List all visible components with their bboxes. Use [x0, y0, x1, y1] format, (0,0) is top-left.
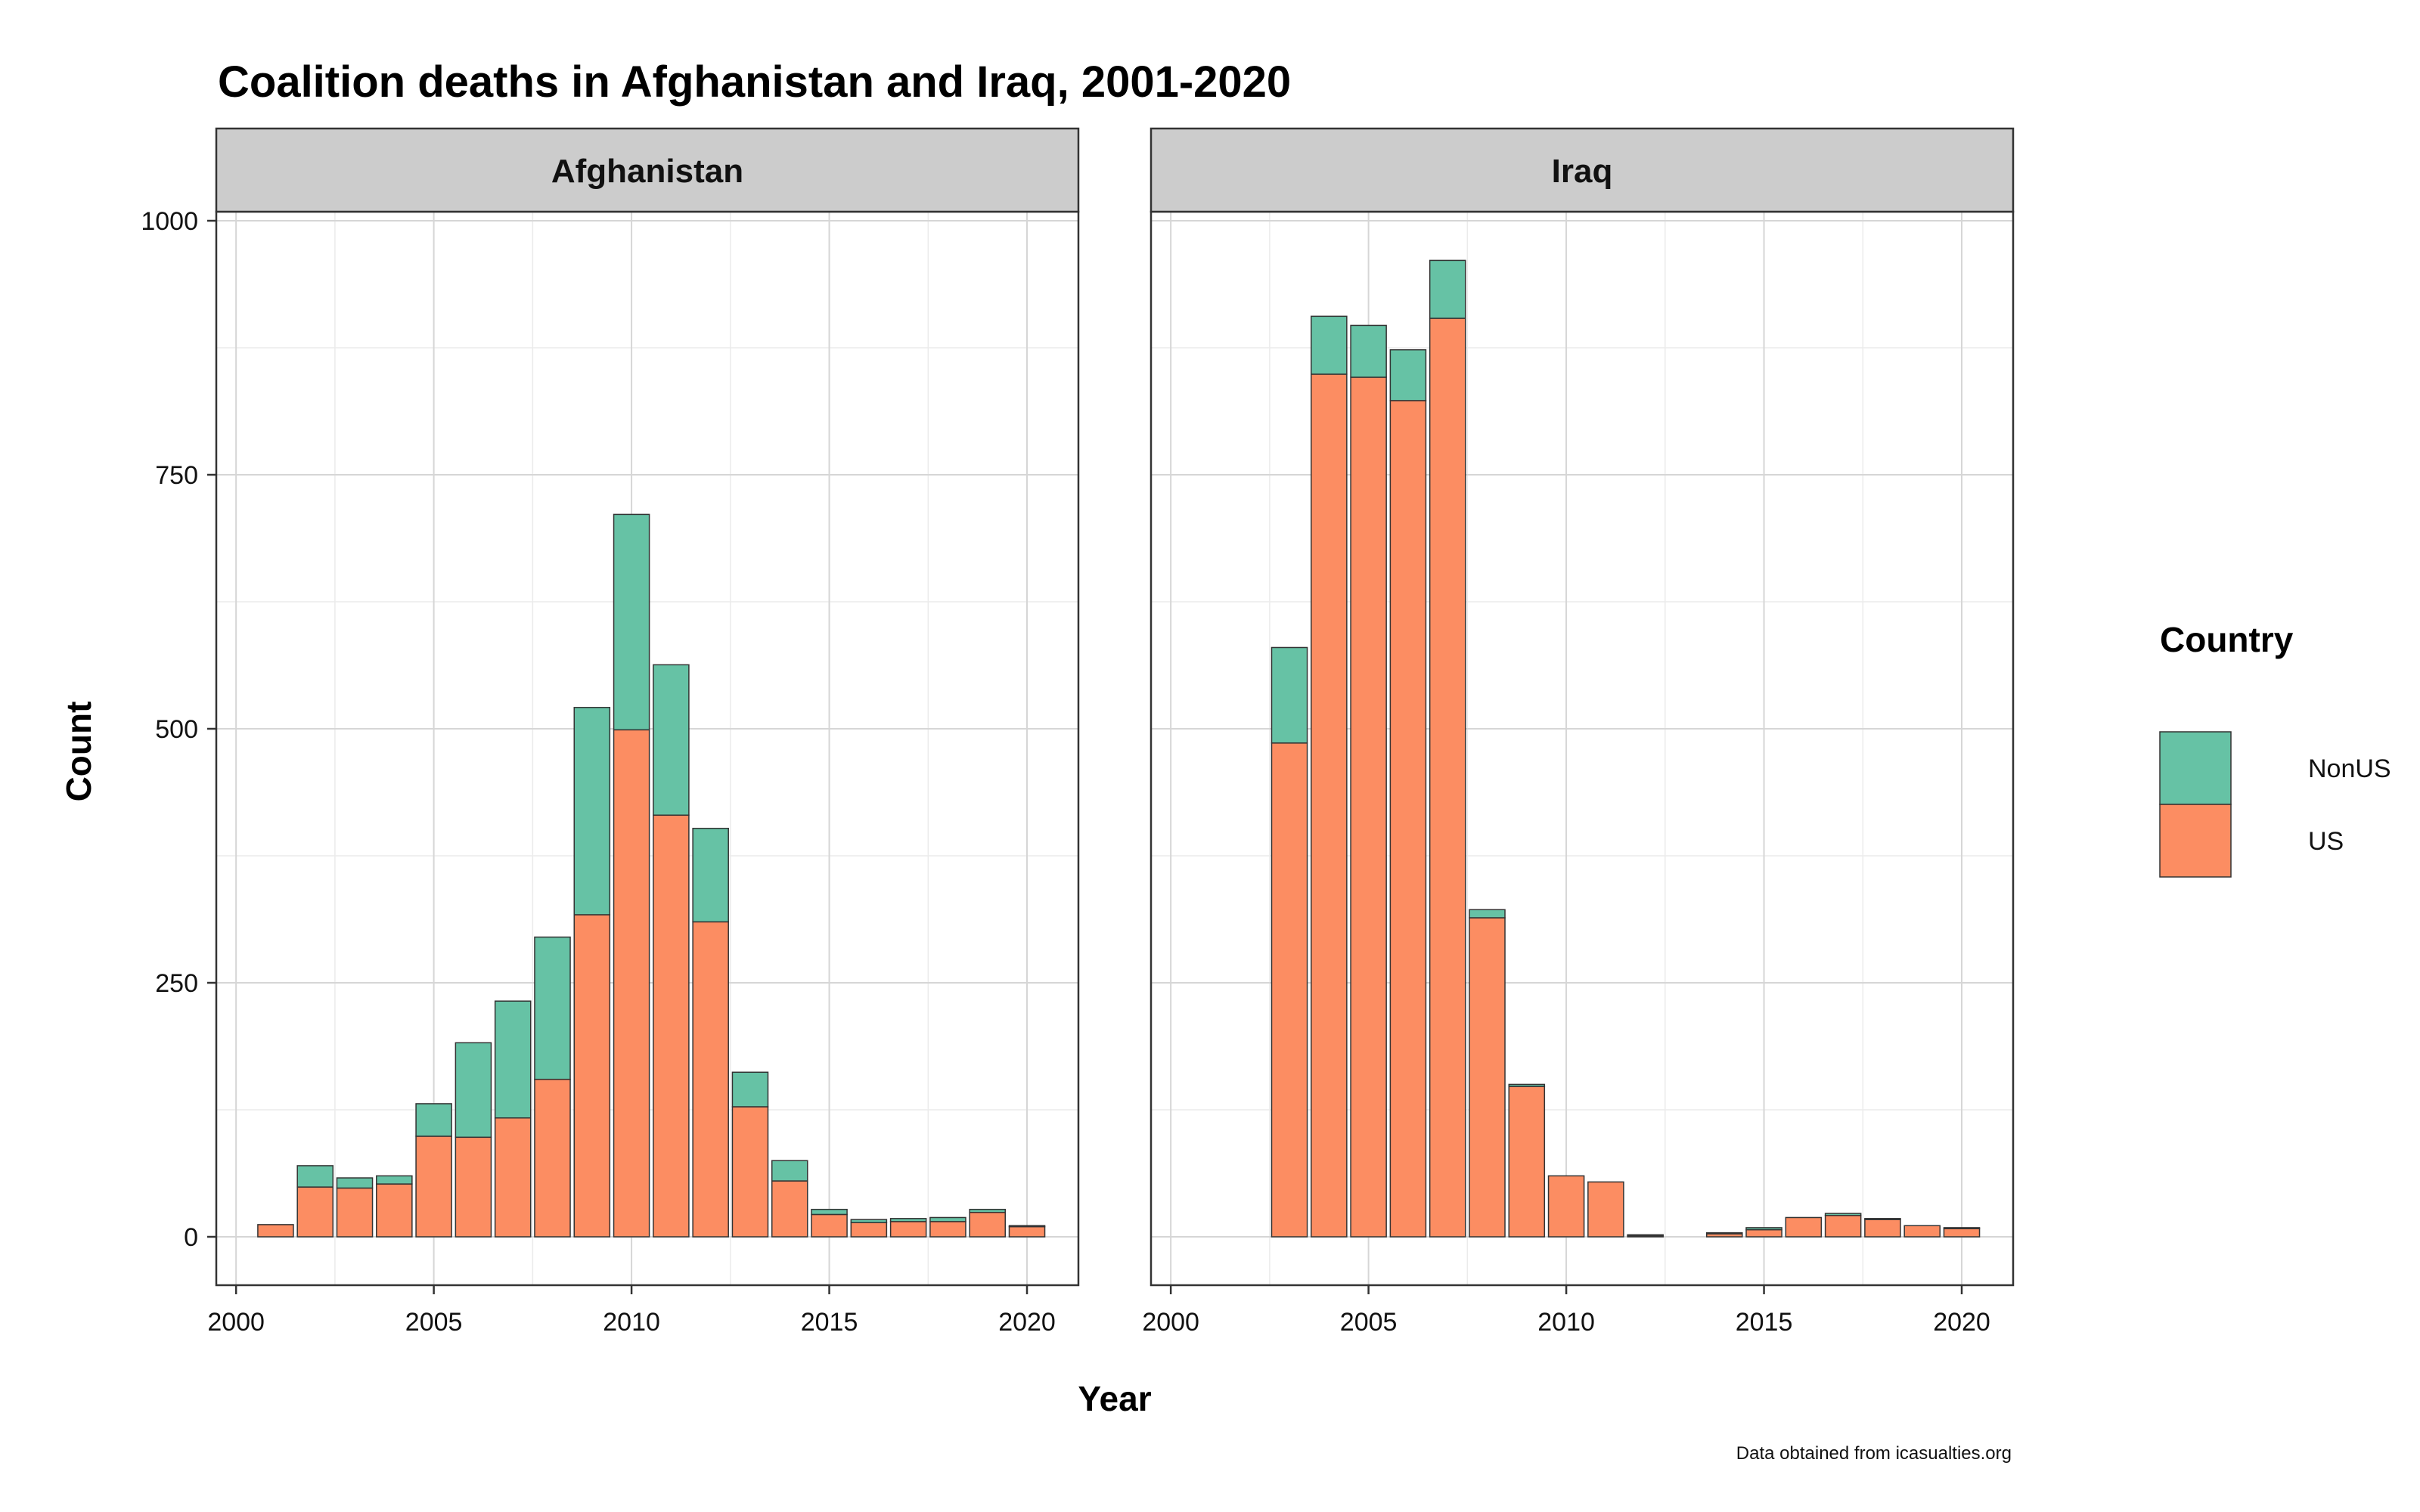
bar-nonus-iraq-2009	[1508, 1083, 1546, 1087]
bar-nonus-afghanistan-2014	[771, 1160, 808, 1182]
x-tick-label: 2010	[603, 1308, 660, 1337]
bar-us-iraq-2020	[1943, 1228, 1981, 1238]
bar-us-afghanistan-2005	[415, 1136, 452, 1238]
bar-nonus-afghanistan-2012	[692, 827, 729, 923]
facet-strip	[215, 127, 1080, 213]
bar-us-afghanistan-2018	[929, 1221, 966, 1238]
bar-nonus-iraq-2004	[1311, 315, 1348, 375]
bar-us-iraq-2003	[1270, 742, 1308, 1238]
bar-nonus-iraq-2003	[1270, 646, 1308, 744]
x-tick-label: 2020	[1933, 1308, 1990, 1337]
bar-us-iraq-2011	[1587, 1181, 1624, 1238]
x-axis-title: Year	[1078, 1379, 1151, 1418]
bar-us-afghanistan-2001	[257, 1224, 294, 1238]
bar-us-afghanistan-2008	[534, 1078, 571, 1238]
bar-us-afghanistan-2002	[296, 1186, 334, 1238]
y-tick-label: 250	[155, 969, 198, 998]
legend-title: Country	[2160, 620, 2294, 659]
legend-label-nonus: NonUS	[2308, 754, 2391, 783]
facet-strip	[1150, 127, 2015, 213]
bar-nonus-afghanistan-2015	[811, 1208, 848, 1216]
bar-us-afghanistan-2015	[811, 1213, 848, 1238]
y-axis-title: Count	[59, 702, 98, 802]
bar-nonus-iraq-2005	[1350, 324, 1387, 378]
bar-nonus-afghanistan-2006	[455, 1042, 492, 1139]
bar-us-iraq-2006	[1389, 400, 1427, 1238]
bar-nonus-iraq-2015	[1745, 1227, 1782, 1231]
bar-nonus-afghanistan-2003	[336, 1177, 374, 1189]
facet-strip-label: Afghanistan	[551, 153, 743, 190]
bar-us-afghanistan-2012	[692, 921, 729, 1238]
bar-us-iraq-2008	[1469, 917, 1506, 1238]
bar-us-afghanistan-2016	[850, 1222, 888, 1238]
bar-nonus-afghanistan-2019	[969, 1208, 1007, 1213]
bar-us-afghanistan-2007	[494, 1117, 532, 1238]
bar-nonus-afghanistan-2009	[573, 707, 611, 916]
x-tick-label: 2005	[405, 1308, 463, 1337]
bar-us-iraq-2009	[1508, 1086, 1546, 1238]
bar-us-iraq-2007	[1429, 318, 1466, 1238]
x-tick-label: 2015	[801, 1308, 858, 1337]
bar-nonus-afghanistan-2016	[850, 1219, 888, 1223]
bar-nonus-afghanistan-2010	[613, 513, 650, 731]
chart-caption: Data obtained from icasualties.org	[1736, 1443, 2012, 1464]
bar-nonus-afghanistan-2011	[653, 664, 690, 816]
y-tick-label: 0	[184, 1223, 198, 1252]
bar-us-iraq-2018	[1864, 1219, 1901, 1238]
x-tick-label: 2000	[207, 1308, 265, 1337]
facet-panel-iraq: Iraq 2000 2005 2010 2015 2020	[1142, 127, 2015, 1337]
bar-nonus-afghanistan-2008	[534, 936, 571, 1080]
bar-nonus-iraq-2008	[1469, 909, 1506, 919]
bar-us-iraq-2016	[1785, 1216, 1823, 1238]
bar-nonus-iraq-2014	[1705, 1232, 1743, 1235]
bar-us-iraq-2005	[1350, 376, 1387, 1238]
bar-us-afghanistan-2019	[969, 1211, 1007, 1238]
bar-nonus-iraq-2017	[1824, 1213, 1862, 1216]
legend-key-nonus	[2159, 731, 2232, 805]
bar-us-afghanistan-2009	[573, 914, 611, 1238]
facet-strip-label: Iraq	[1552, 153, 1613, 190]
bar-nonus-iraq-2007	[1429, 259, 1466, 319]
facet-panels: Afghanistan 2000 2005 2010 2015 2020 0 250 500 75…	[141, 127, 2015, 1337]
y-tick-label: 1000	[141, 207, 198, 236]
bar-us-iraq-2010	[1547, 1175, 1585, 1238]
bar-us-afghanistan-2020	[1008, 1225, 1046, 1238]
bar-us-afghanistan-2010	[613, 729, 650, 1238]
bar-nonus-afghanistan-2020	[1008, 1225, 1046, 1228]
x-tick-label: 2005	[1340, 1308, 1398, 1337]
bar-nonus-iraq-2006	[1389, 349, 1427, 401]
bar-us-afghanistan-2013	[731, 1106, 769, 1238]
bar-nonus-afghanistan-2018	[929, 1216, 966, 1222]
legend-keys: NonUS US	[2159, 731, 2391, 878]
bar-nonus-afghanistan-2002	[296, 1165, 334, 1188]
legend-label-us: US	[2308, 827, 2344, 856]
bar-us-afghanistan-2003	[336, 1187, 374, 1238]
legend: Country NonUS US	[2159, 620, 2391, 878]
bar-us-afghanistan-2017	[889, 1221, 927, 1238]
chart-title: Coalition deaths in Afghanistan and Iraq…	[218, 57, 1291, 107]
facet-panel-afghanistan: Afghanistan 2000 2005 2010 2015 2020 0 250 500 75…	[141, 127, 1080, 1337]
bar-us-afghanistan-2011	[653, 814, 690, 1238]
y-tick-label: 750	[155, 461, 198, 490]
bar-nonus-afghanistan-2017	[889, 1218, 927, 1222]
bar-us-afghanistan-2014	[771, 1180, 808, 1238]
bar-nonus-afghanistan-2013	[731, 1071, 769, 1108]
bar-us-iraq-2015	[1745, 1228, 1782, 1238]
bar-us-afghanistan-2006	[455, 1136, 492, 1238]
bar-us-iraq-2019	[1903, 1225, 1941, 1238]
bar-nonus-afghanistan-2005	[415, 1103, 452, 1137]
bar-nonus-afghanistan-2007	[494, 1000, 532, 1119]
bar-nonus-afghanistan-2004	[376, 1175, 413, 1185]
y-tick-label: 500	[155, 715, 198, 744]
legend-key-us	[2159, 804, 2232, 878]
bar-us-iraq-2004	[1311, 373, 1348, 1238]
bar-us-iraq-2017	[1824, 1215, 1862, 1238]
x-tick-label: 2010	[1537, 1308, 1595, 1337]
x-tick-label: 2020	[998, 1308, 1056, 1337]
bar-us-afghanistan-2004	[376, 1183, 413, 1238]
x-tick-label: 2000	[1142, 1308, 1199, 1337]
x-tick-label: 2015	[1736, 1308, 1793, 1337]
